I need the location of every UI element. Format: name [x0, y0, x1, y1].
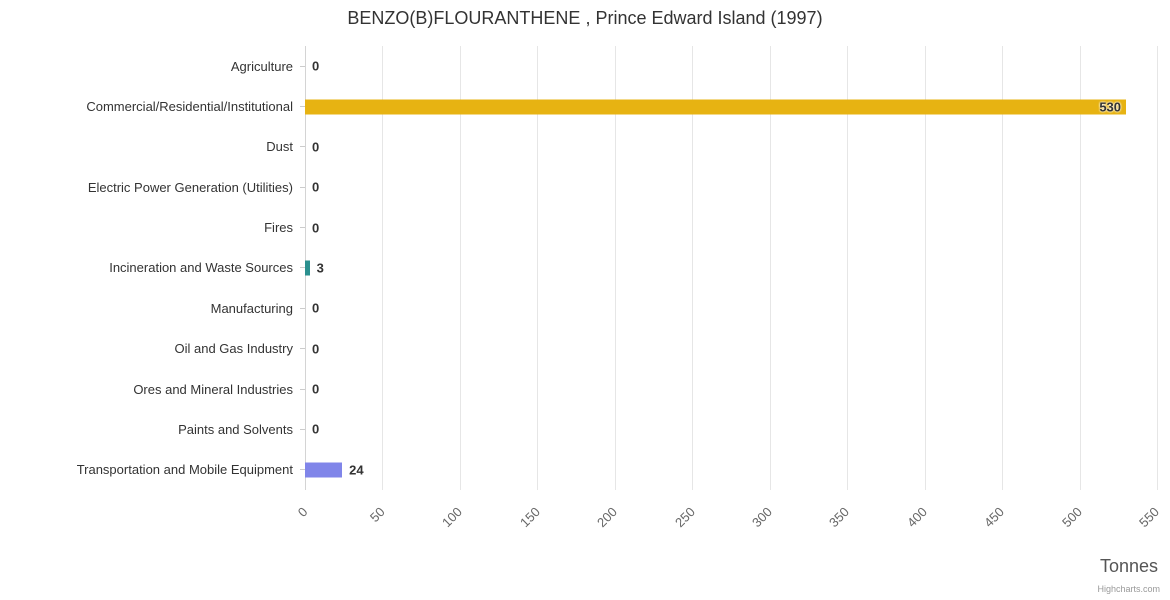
category-label-row: Oil and Gas Industry — [0, 329, 305, 369]
category-tick — [300, 186, 305, 188]
category-label-row: Dust — [0, 127, 305, 167]
category-tick — [300, 348, 305, 350]
category-label-row: Electric Power Generation (Utilities) — [0, 167, 305, 207]
gridline — [1079, 46, 1081, 490]
category-label: Manufacturing — [210, 300, 293, 316]
category-tick — [300, 106, 305, 108]
gridline — [692, 46, 694, 490]
value-label: 0 — [312, 139, 320, 155]
category-label: Oil and Gas Industry — [174, 341, 294, 357]
value-label: 24 — [349, 462, 364, 478]
category-label-row: Fires — [0, 207, 305, 247]
bar — [305, 462, 343, 478]
x-tick-label: 500 — [1058, 504, 1085, 531]
bar-row: 0 — [305, 127, 1157, 167]
value-label: 0 — [312, 341, 320, 357]
x-tick-label: 550 — [1136, 504, 1163, 531]
x-tick-label: 350 — [826, 504, 853, 531]
gridline — [769, 46, 771, 490]
category-tick — [300, 227, 305, 229]
category-label: Agriculture — [230, 58, 293, 74]
bar-row: 0 — [305, 329, 1157, 369]
gridline — [459, 46, 461, 490]
category-label: Ores and Mineral Industries — [133, 381, 293, 397]
gridline — [1157, 46, 1158, 490]
category-label: Incineration and Waste Sources — [109, 260, 293, 276]
value-label: 0 — [312, 179, 320, 195]
x-tick-label: 50 — [366, 504, 388, 526]
bar-row: 0 — [305, 288, 1157, 328]
category-tick — [300, 146, 305, 148]
category-tick — [300, 65, 305, 67]
bar — [305, 260, 310, 276]
gridline — [924, 46, 926, 490]
x-tick-label: 300 — [749, 504, 776, 531]
category-label: Dust — [266, 139, 293, 155]
gridline — [537, 46, 539, 490]
chart-title: BENZO(B)FLOURANTHENE , Prince Edward Isl… — [347, 8, 823, 28]
category-label: Fires — [264, 220, 293, 236]
value-label: 0 — [312, 220, 320, 236]
x-tick-label: 150 — [516, 504, 543, 531]
gridline — [847, 46, 849, 490]
category-label-row: Agriculture — [0, 46, 305, 86]
category-label: Transportation and Mobile Equipment — [76, 462, 293, 478]
category-label: Electric Power Generation (Utilities) — [87, 179, 293, 195]
category-label-row: Transportation and Mobile Equipment — [0, 450, 305, 490]
highcharts-credit: Highcharts.com — [1097, 584, 1160, 594]
bar-row: 0 — [305, 369, 1157, 409]
bar-row: 3 — [305, 248, 1157, 288]
category-tick — [300, 428, 305, 430]
category-axis: Agriculture Commercial/Residential/Instit… — [0, 46, 305, 490]
bar-row: 0 — [305, 167, 1157, 207]
category-label: Paints and Solvents — [178, 421, 293, 437]
value-label: 530 — [1099, 99, 1122, 115]
value-label: 0 — [312, 381, 320, 397]
bar-rows: 0 530 0 0 0 3 0 0 0 0 24 — [305, 46, 1157, 490]
x-axis: 0 50 100 150 200 250 300 350 400 450 500 550 — [295, 492, 1163, 564]
x-tick-label: 450 — [981, 504, 1008, 531]
value-label: 0 — [312, 421, 320, 437]
category-label-row: Manufacturing — [0, 288, 305, 328]
category-label-row: Commercial/Residential/Institutional — [0, 86, 305, 126]
x-tick-label: 0 — [294, 504, 311, 520]
value-label: 3 — [316, 260, 324, 276]
category-tick — [300, 267, 305, 269]
x-tick-label: 400 — [903, 504, 930, 531]
category-tick — [300, 469, 305, 471]
gridline — [382, 46, 384, 490]
bar-row: 0 — [305, 207, 1157, 247]
x-axis-title: Tonnes — [1099, 556, 1158, 576]
x-tick-label: 200 — [594, 504, 621, 531]
value-label: 0 — [312, 300, 320, 316]
category-tick — [300, 388, 305, 390]
plot-area: 0 530 0 0 0 3 0 0 0 0 24 — [305, 46, 1158, 490]
category-label-row: Incineration and Waste Sources — [0, 248, 305, 288]
x-tick-label: 100 — [439, 504, 466, 531]
gridline — [1002, 46, 1004, 490]
category-label-row: Ores and Mineral Industries — [0, 369, 305, 409]
bar — [305, 99, 1127, 115]
bar-row: 0 — [305, 46, 1157, 86]
category-tick — [300, 307, 305, 309]
value-label: 0 — [312, 58, 320, 74]
category-label-row: Paints and Solvents — [0, 409, 305, 449]
category-label: Commercial/Residential/Institutional — [86, 99, 293, 115]
gridline — [614, 46, 616, 490]
bar-row: 24 — [305, 450, 1157, 490]
bar-row: 0 — [305, 409, 1157, 449]
bar-row: 530 — [305, 86, 1157, 126]
x-tick-label: 250 — [671, 504, 698, 531]
